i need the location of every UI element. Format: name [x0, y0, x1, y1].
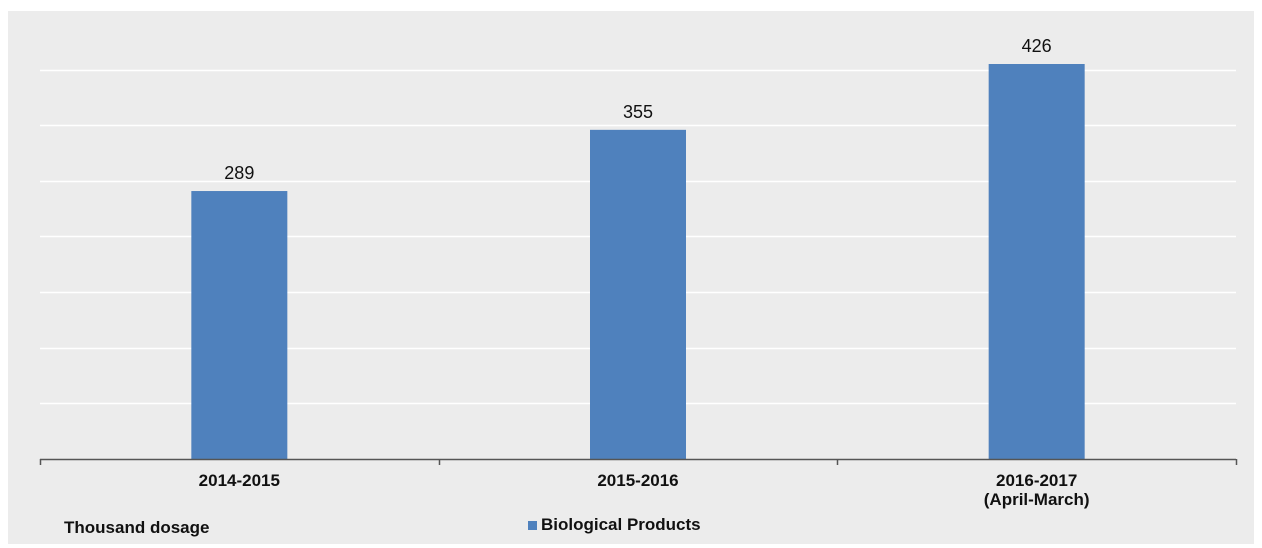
y-axis-unit-label: Thousand dosage [64, 518, 210, 537]
legend-swatch [528, 520, 537, 530]
data-label: 355 [623, 102, 653, 122]
legend: Biological Products [528, 515, 701, 535]
bar [988, 64, 1085, 459]
x-tick-label: 2016-2017 [996, 471, 1077, 490]
bar [191, 191, 288, 459]
bar [590, 129, 686, 460]
legend-label: Biological Products [541, 515, 701, 534]
data-label: 289 [224, 163, 254, 183]
data-label: 426 [1022, 36, 1052, 56]
x-tick-label: 2014-2015 [199, 471, 280, 490]
x-tick-label: 2015-2016 [597, 471, 678, 490]
x-tick-label: (April-March) [984, 490, 1090, 509]
